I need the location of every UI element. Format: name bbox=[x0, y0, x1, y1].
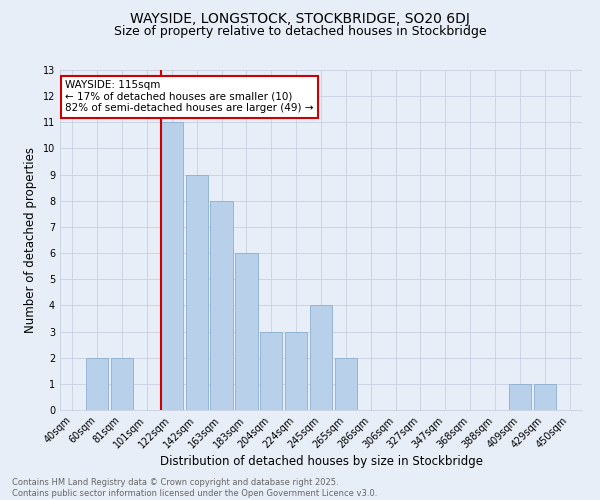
Bar bbox=[235, 253, 257, 410]
Bar bbox=[285, 332, 307, 410]
Bar bbox=[161, 122, 183, 410]
Bar bbox=[86, 358, 109, 410]
Bar bbox=[211, 201, 233, 410]
Bar bbox=[111, 358, 133, 410]
Text: Size of property relative to detached houses in Stockbridge: Size of property relative to detached ho… bbox=[113, 25, 487, 38]
Text: Contains HM Land Registry data © Crown copyright and database right 2025.
Contai: Contains HM Land Registry data © Crown c… bbox=[12, 478, 377, 498]
Bar bbox=[185, 174, 208, 410]
Bar bbox=[260, 332, 283, 410]
Text: WAYSIDE: 115sqm
← 17% of detached houses are smaller (10)
82% of semi-detached h: WAYSIDE: 115sqm ← 17% of detached houses… bbox=[65, 80, 314, 114]
Bar bbox=[335, 358, 357, 410]
Bar bbox=[310, 306, 332, 410]
X-axis label: Distribution of detached houses by size in Stockbridge: Distribution of detached houses by size … bbox=[160, 456, 482, 468]
Text: WAYSIDE, LONGSTOCK, STOCKBRIDGE, SO20 6DJ: WAYSIDE, LONGSTOCK, STOCKBRIDGE, SO20 6D… bbox=[130, 12, 470, 26]
Y-axis label: Number of detached properties: Number of detached properties bbox=[24, 147, 37, 333]
Bar bbox=[509, 384, 531, 410]
Bar bbox=[533, 384, 556, 410]
